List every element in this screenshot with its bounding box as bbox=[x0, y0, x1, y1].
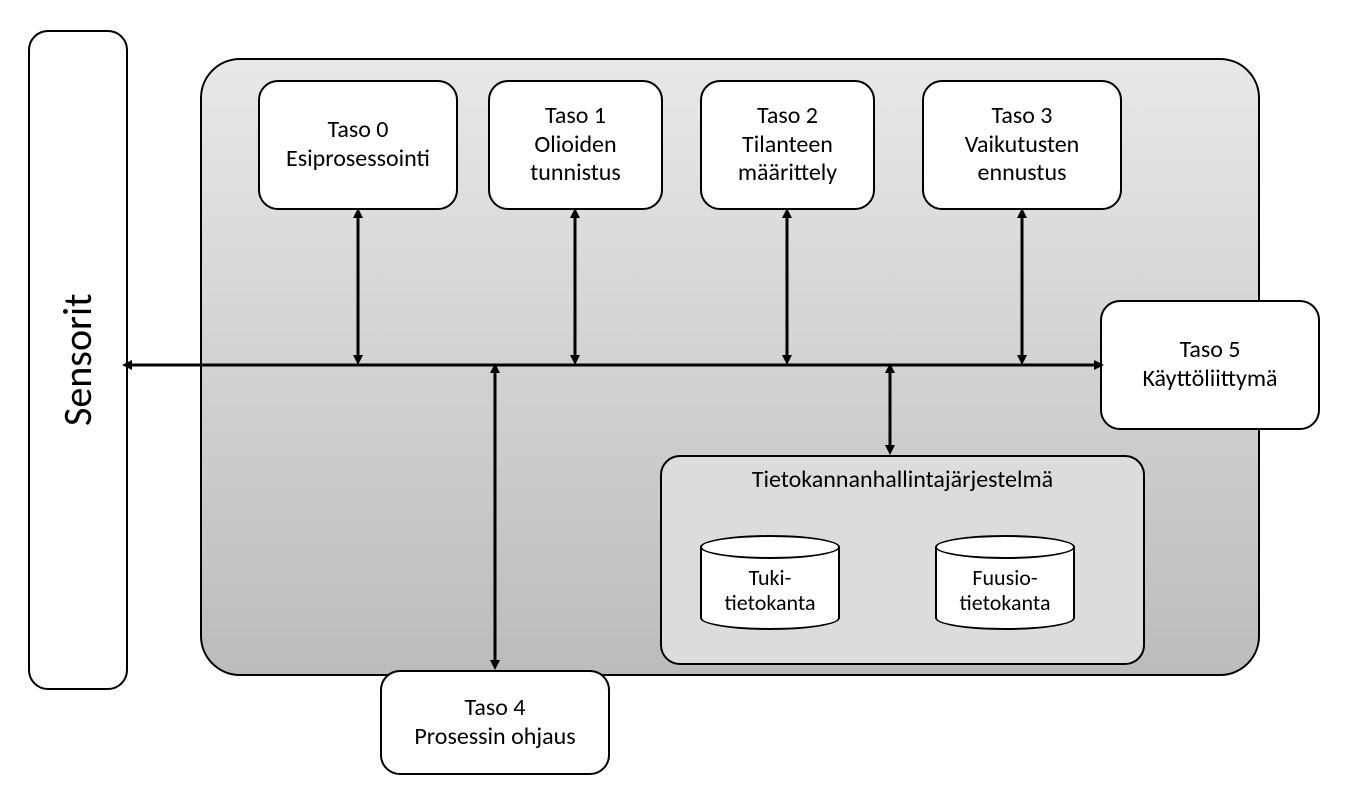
db-tuki: Tuki- tietokanta bbox=[700, 535, 840, 630]
taso4-text: Taso 4 Prosessin ohjaus bbox=[414, 694, 575, 752]
taso1-text: Taso 1 Olioiden tunnistus bbox=[530, 102, 621, 188]
db-fuusio: Fuusio- tietokanta bbox=[935, 535, 1075, 630]
sensorit-label: Sensorit bbox=[54, 294, 102, 427]
node-taso5: Taso 5 Käyttöliittymä bbox=[1100, 300, 1320, 430]
node-taso2: Taso 2 Tilanteen määrittely bbox=[700, 80, 875, 210]
taso2-text: Taso 2 Tilanteen määrittely bbox=[738, 102, 837, 188]
cylinder-icon: Fuusio- tietokanta bbox=[935, 535, 1075, 630]
cylinder-icon: Tuki- tietokanta bbox=[700, 535, 840, 630]
node-taso3: Taso 3 Vaikutusten ennustus bbox=[922, 80, 1122, 210]
db-system-title: Tietokannanhallintajärjestelmä bbox=[752, 465, 1053, 494]
taso5-text: Taso 5 Käyttöliittymä bbox=[1142, 336, 1277, 394]
node-taso1: Taso 1 Olioiden tunnistus bbox=[488, 80, 663, 210]
taso0-text: Taso 0 Esiprosessointi bbox=[286, 116, 430, 174]
node-taso4: Taso 4 Prosessin ohjaus bbox=[380, 670, 610, 775]
db-fuusio-label: Fuusio- tietokanta bbox=[935, 565, 1075, 616]
node-taso0: Taso 0 Esiprosessointi bbox=[258, 80, 458, 210]
db-tuki-label: Tuki- tietokanta bbox=[700, 565, 840, 616]
diagram-canvas: Sensorit Taso 0 Esiprosessointi Taso 1 O… bbox=[0, 0, 1352, 810]
taso3-text: Taso 3 Vaikutusten ennustus bbox=[965, 102, 1080, 188]
node-sensorit: Sensorit bbox=[28, 30, 128, 690]
